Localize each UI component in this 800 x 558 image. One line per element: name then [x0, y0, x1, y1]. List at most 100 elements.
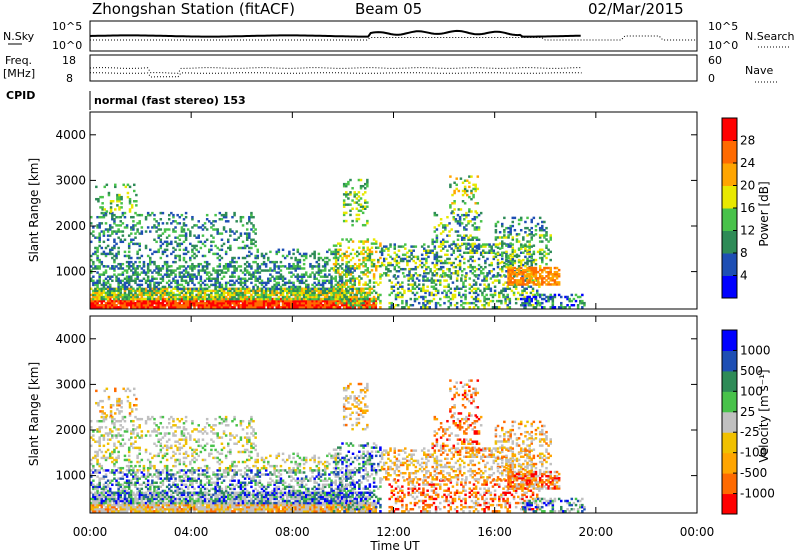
power-cell — [512, 261, 515, 263]
power-cell — [242, 224, 245, 226]
power-cell — [347, 197, 350, 199]
noise-left-tick-top: 10^5 — [52, 20, 82, 33]
power-cell — [185, 216, 188, 218]
power-cell — [265, 265, 268, 267]
power-cell — [101, 247, 104, 249]
power-cell — [345, 212, 348, 214]
nave-tick-bottom: 0 — [708, 72, 715, 85]
power-cell — [345, 290, 348, 292]
power-cell — [524, 244, 527, 246]
power-cell — [486, 258, 489, 260]
power-cell — [480, 212, 483, 214]
power-cell — [212, 224, 215, 226]
power-cell — [172, 247, 175, 249]
power-cell — [179, 249, 182, 251]
power-cell — [120, 202, 123, 204]
power-cell — [206, 214, 209, 216]
power-cell — [575, 300, 578, 302]
power-cell — [401, 286, 404, 288]
power-cell — [185, 261, 188, 263]
power-cell — [421, 254, 424, 256]
power-cell — [280, 269, 283, 271]
power-cell — [484, 266, 487, 268]
power-cell — [185, 224, 188, 226]
power-cell — [101, 202, 104, 204]
power-cell — [364, 263, 367, 265]
nave-series — [90, 73, 582, 77]
power-cell — [101, 222, 104, 224]
power-cell — [129, 186, 132, 188]
power-cell — [417, 256, 420, 258]
power-cell — [257, 286, 260, 288]
power-cell — [499, 231, 502, 233]
power-cell — [560, 296, 563, 298]
power-cell — [134, 261, 137, 263]
power-cell — [303, 263, 306, 265]
power-cell — [371, 251, 374, 253]
power-cell — [141, 214, 144, 216]
power-cell — [132, 220, 135, 222]
y-tick-label-0-1: 2000 — [55, 219, 86, 233]
power-cell — [427, 256, 430, 258]
colorbar-label-0-3: 16 — [740, 201, 755, 215]
power-cell — [160, 239, 163, 241]
power-cell — [103, 241, 106, 243]
power-cell — [122, 263, 125, 265]
power-cell — [373, 273, 376, 275]
power-cell — [197, 251, 200, 253]
power-cell — [436, 214, 439, 216]
power-cell — [520, 229, 523, 231]
power-cell — [477, 188, 480, 190]
power-cell — [429, 268, 432, 270]
power-cell — [240, 265, 243, 267]
power-cell — [92, 226, 95, 228]
power-cell — [418, 302, 421, 304]
power-cell — [219, 263, 222, 265]
power-cell — [278, 282, 281, 284]
power-cell — [193, 284, 196, 286]
power-cell — [385, 258, 388, 260]
power-cell — [227, 220, 230, 222]
power-cell — [474, 260, 477, 262]
power-cell — [507, 261, 510, 263]
power-cell — [257, 249, 260, 251]
power-cell — [524, 221, 527, 223]
power-cell — [250, 253, 253, 255]
power-cell — [216, 247, 219, 249]
power-cell — [350, 253, 353, 255]
power-cell — [403, 290, 406, 292]
power-cell — [549, 259, 552, 261]
power-cell — [537, 223, 540, 225]
power-cell — [545, 244, 548, 246]
power-cell — [478, 239, 481, 241]
power-cell — [185, 247, 188, 249]
power-cell — [509, 265, 512, 267]
power-cell — [477, 277, 480, 279]
power-cell — [518, 265, 521, 267]
power-cell — [135, 204, 138, 206]
power-cell — [493, 249, 496, 251]
power-cell — [461, 222, 464, 224]
power-cell — [157, 288, 160, 290]
power-cell — [471, 256, 474, 258]
power-cell — [92, 275, 95, 277]
power-cell — [166, 249, 169, 251]
power-cell — [133, 190, 136, 192]
power-cell — [470, 175, 473, 177]
power-cell — [333, 277, 336, 279]
power-cell — [426, 286, 429, 288]
power-cell — [174, 226, 177, 228]
power-cell — [437, 290, 440, 292]
power-cell — [181, 214, 184, 216]
power-cell — [571, 294, 574, 296]
power-cell — [122, 222, 125, 224]
colorbar-swatch-0-7 — [722, 118, 737, 141]
power-cell — [229, 234, 232, 236]
power-cell — [482, 272, 485, 274]
power-cell — [202, 234, 205, 236]
power-cell — [254, 245, 257, 247]
power-cell — [208, 263, 211, 265]
power-cell — [514, 229, 517, 231]
power-cell — [463, 268, 466, 270]
power-cell — [130, 232, 133, 234]
